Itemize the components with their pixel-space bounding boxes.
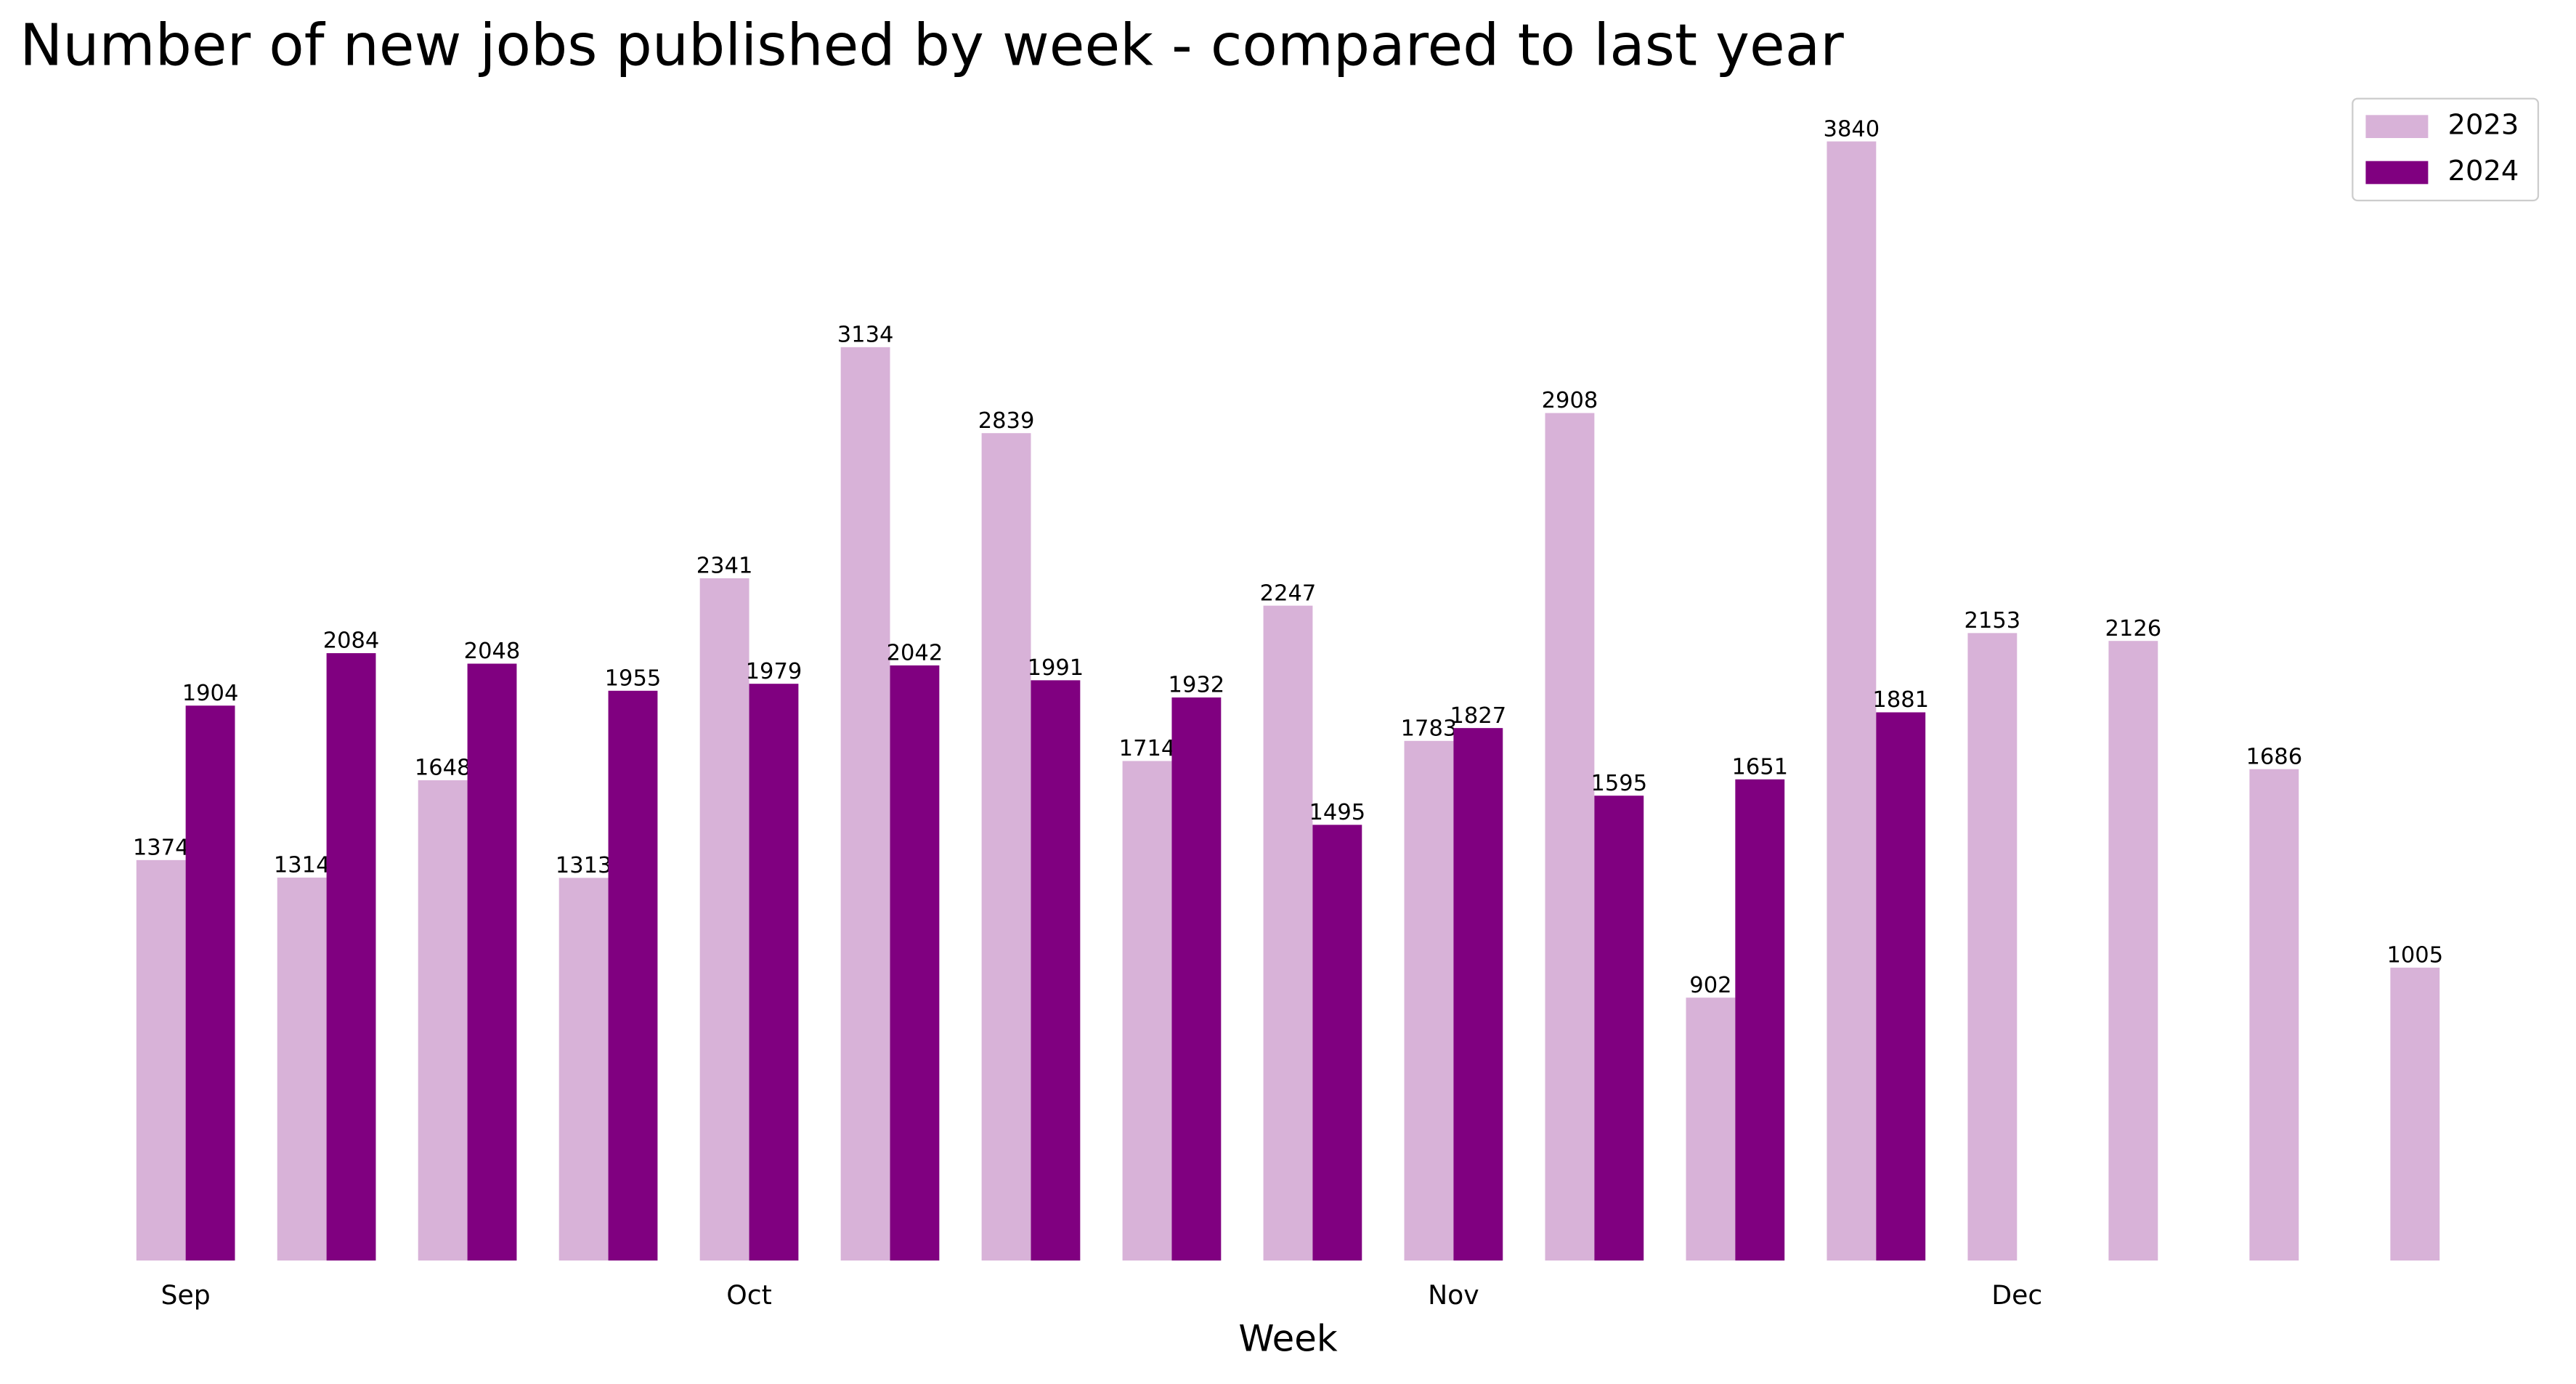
bar (558, 878, 609, 1261)
data-label: 1991 (1028, 655, 1084, 681)
data-label: 2126 (2105, 616, 2162, 642)
bar (1827, 141, 1877, 1261)
data-label: 1979 (746, 659, 803, 684)
legend: 2023 2024 (2352, 97, 2540, 202)
data-label: 1648 (415, 756, 471, 781)
bar (749, 684, 799, 1261)
bar (1594, 796, 1644, 1261)
legend-label: 2024 (2448, 155, 2519, 187)
data-label: 1495 (1309, 800, 1366, 825)
legend-swatch (2365, 161, 2429, 185)
bar (277, 877, 327, 1261)
data-label: 3134 (837, 323, 894, 348)
data-label: 2908 (1542, 388, 1598, 413)
data-label: 2341 (696, 554, 753, 579)
bar (890, 665, 940, 1261)
data-label: 2153 (1964, 608, 2021, 634)
data-label: 1714 (1119, 736, 1176, 761)
bar (1171, 697, 1222, 1261)
bar (1122, 761, 1172, 1261)
data-label: 2042 (887, 641, 943, 666)
bar (418, 780, 468, 1261)
data-label: 2839 (978, 408, 1035, 434)
data-label: 2048 (464, 639, 521, 664)
data-label: 1904 (182, 681, 239, 706)
data-label: 1783 (1401, 716, 1458, 741)
data-label: 1651 (1731, 754, 1788, 780)
bar (1312, 825, 1362, 1261)
data-label: 1827 (1450, 703, 1507, 729)
data-label: 902 (1689, 973, 1731, 998)
bar (2390, 967, 2440, 1261)
legend-label: 2023 (2448, 109, 2519, 142)
bar (2108, 641, 2158, 1261)
data-label: 3840 (1824, 116, 1880, 142)
bar (467, 663, 517, 1261)
bar (699, 578, 749, 1261)
legend-swatch (2365, 115, 2429, 139)
x-tick-label: Oct (726, 1279, 772, 1311)
bar (1686, 997, 1736, 1261)
x-tick-label: Nov (1428, 1279, 1479, 1311)
data-label: 1686 (2246, 744, 2302, 769)
bar (1031, 680, 1081, 1261)
bar (1876, 712, 1926, 1261)
bar (326, 653, 376, 1261)
bar (1263, 605, 1313, 1261)
data-label: 1313 (556, 853, 612, 878)
data-label: 1595 (1590, 771, 1647, 796)
bar (136, 859, 186, 1261)
data-label: 1955 (605, 665, 662, 691)
bar (840, 347, 890, 1261)
bar (2249, 769, 2299, 1261)
bar (981, 433, 1031, 1261)
bar (608, 690, 658, 1261)
data-label: 1005 (2386, 943, 2443, 968)
x-axis-label: Week (1238, 1317, 1337, 1359)
data-label: 1314 (274, 853, 330, 878)
data-label: 1932 (1169, 673, 1225, 698)
x-tick-label: Sep (161, 1279, 211, 1311)
data-label: 1881 (1872, 687, 1929, 713)
data-label: 2247 (1260, 580, 1317, 606)
x-tick-label: Dec (1991, 1279, 2042, 1311)
bar (1545, 413, 1595, 1261)
data-label: 2084 (323, 628, 380, 654)
chart-title: Number of new jobs published by week - c… (20, 12, 1844, 78)
bar (1404, 740, 1454, 1261)
data-label: 1374 (133, 835, 190, 861)
bar (1735, 779, 1785, 1261)
bar (1453, 728, 1503, 1261)
bar (185, 705, 235, 1261)
bar (1967, 633, 2018, 1261)
